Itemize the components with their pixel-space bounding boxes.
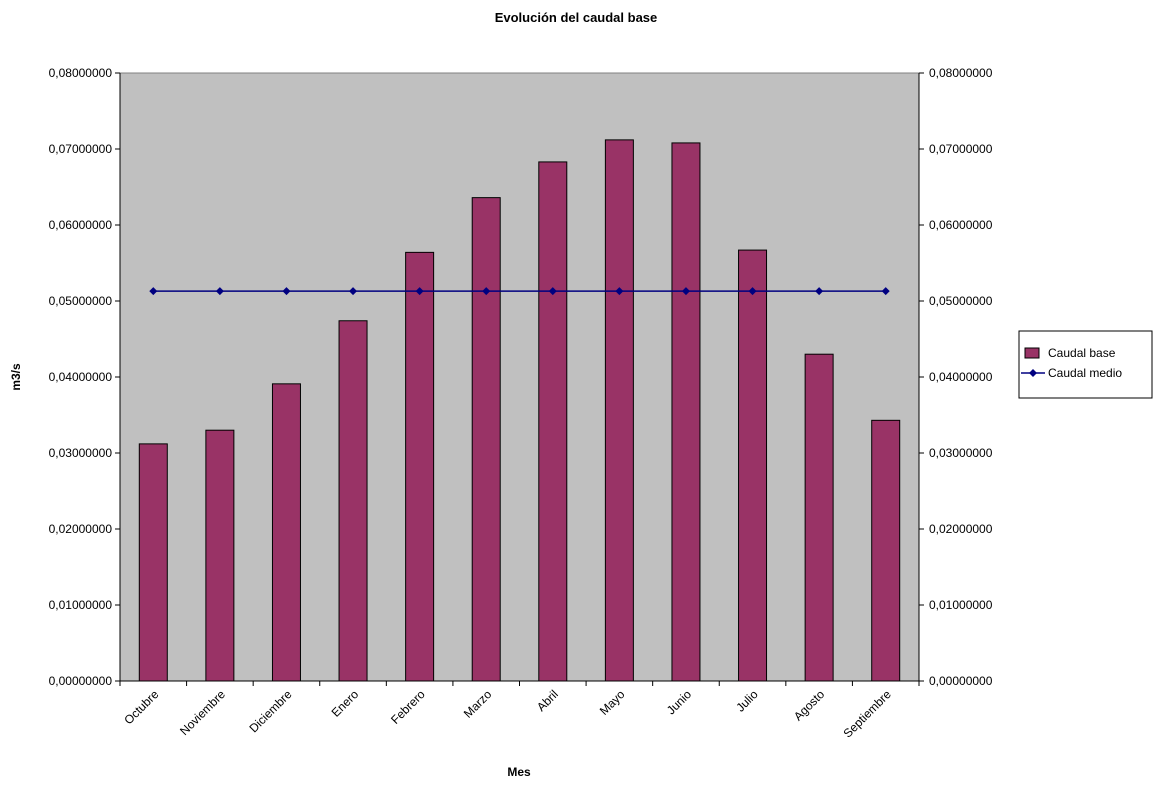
y2-tick-label: 0,02000000 <box>929 522 993 536</box>
legend-swatch <box>1024 347 1040 359</box>
y-axis-title: m3/s <box>9 363 23 391</box>
x-tick-label: Mayo <box>597 687 628 718</box>
y2-tick-label: 0,06000000 <box>929 218 993 232</box>
bar <box>205 429 235 682</box>
line-marker <box>615 287 624 296</box>
line-marker <box>482 287 491 296</box>
y2-tick-label: 0,05000000 <box>929 294 993 308</box>
x-axis-title: Mes <box>507 765 531 779</box>
line-marker <box>149 287 158 296</box>
y2-tick-label: 0,08000000 <box>929 66 993 80</box>
x-tick-label: Enero <box>329 687 362 720</box>
x-tick-label: Junio <box>664 687 694 717</box>
bar <box>405 251 435 682</box>
line-marker <box>681 287 690 296</box>
x-tick-label: Marzo <box>461 687 495 721</box>
line-marker <box>815 287 824 296</box>
x-tick-label: Octubre <box>121 687 161 727</box>
bar <box>538 161 568 682</box>
y-tick-label: 0,05000000 <box>49 294 113 308</box>
legend-marker <box>1029 369 1037 377</box>
x-tick-label: Agosto <box>791 687 828 724</box>
bar <box>138 443 168 682</box>
y2-tick-label: 0,07000000 <box>929 142 993 156</box>
x-tick-label: Abril <box>534 687 561 714</box>
x-tick-label: Noviembre <box>177 687 228 738</box>
bar <box>671 142 701 682</box>
line-marker <box>748 287 757 296</box>
y2-tick-label: 0,01000000 <box>929 598 993 612</box>
bar <box>604 139 634 682</box>
x-tick-label: Diciembre <box>246 687 294 735</box>
bar <box>471 197 501 682</box>
y-tick-label: 0,01000000 <box>49 598 113 612</box>
y-tick-label: 0,03000000 <box>49 446 113 460</box>
x-tick-label: Septiembre <box>841 687 895 741</box>
y-tick-label: 0,00000000 <box>49 674 113 688</box>
bar <box>871 419 901 682</box>
line-marker <box>215 287 224 296</box>
y-tick-label: 0,07000000 <box>49 142 113 156</box>
line-marker <box>548 287 557 296</box>
legend-label: Caudal medio <box>1048 366 1122 380</box>
bar <box>271 383 301 682</box>
y2-tick-label: 0,03000000 <box>929 446 993 460</box>
y2-tick-label: 0,00000000 <box>929 674 993 688</box>
y-tick-label: 0,02000000 <box>49 522 113 536</box>
chart-title: Evolución del caudal base <box>495 10 658 25</box>
y-tick-label: 0,08000000 <box>49 66 113 80</box>
legend-label: Caudal base <box>1048 346 1116 360</box>
x-tick-label: Febrero <box>388 687 428 727</box>
legend-box <box>1018 330 1153 399</box>
y-tick-label: 0,06000000 <box>49 218 113 232</box>
plot-area <box>119 72 920 682</box>
y-tick-label: 0,04000000 <box>49 370 113 384</box>
y2-tick-label: 0,04000000 <box>929 370 993 384</box>
line-marker <box>349 287 358 296</box>
line-marker <box>881 287 890 296</box>
line-marker <box>282 287 291 296</box>
bar <box>338 320 368 682</box>
bar <box>804 353 834 682</box>
line-marker <box>415 287 424 296</box>
x-tick-label: Julio <box>733 687 761 715</box>
bar <box>738 249 768 682</box>
